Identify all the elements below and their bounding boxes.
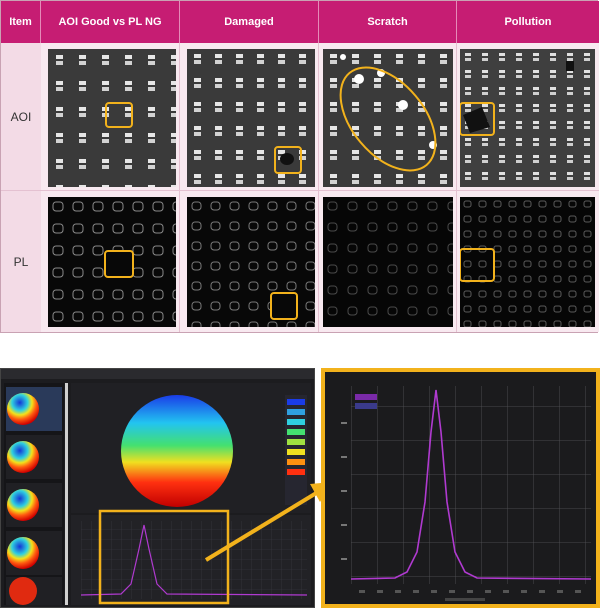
- header-pollution: Pollution: [457, 1, 599, 43]
- zoom-arrow-icon: [204, 482, 332, 562]
- header-damaged: Damaged: [180, 1, 319, 43]
- header-scratch: Scratch: [319, 1, 457, 43]
- row-label-aoi: AOI: [1, 43, 41, 191]
- header-aoi-good-vs-pl-ng: AOI Good vs PL NG: [41, 1, 180, 43]
- pl-scratch-image: [323, 197, 453, 327]
- spectrum-curve: [350, 389, 592, 580]
- row-label-pl: PL: [1, 191, 41, 332]
- aoi-good-image: [48, 49, 176, 187]
- zoom-region-highlight: [98, 509, 230, 605]
- pl-good-image: [48, 197, 176, 327]
- pl-damaged-image: [187, 197, 315, 327]
- wafer-map-icon: [6, 387, 62, 605]
- aoi-damaged-image: [187, 49, 315, 187]
- main-wafer-map: [121, 395, 233, 507]
- header-item: Item: [1, 1, 41, 43]
- comparison-table: Item AOI Good vs PL NG Damaged Scratch P…: [0, 0, 599, 333]
- pl-software-screenshot: [0, 368, 315, 608]
- zoomed-spectrum: [321, 368, 600, 608]
- aoi-scratch-image: [323, 49, 453, 187]
- pl-pollution-image: [460, 197, 595, 327]
- aoi-pollution-image: [460, 49, 595, 187]
